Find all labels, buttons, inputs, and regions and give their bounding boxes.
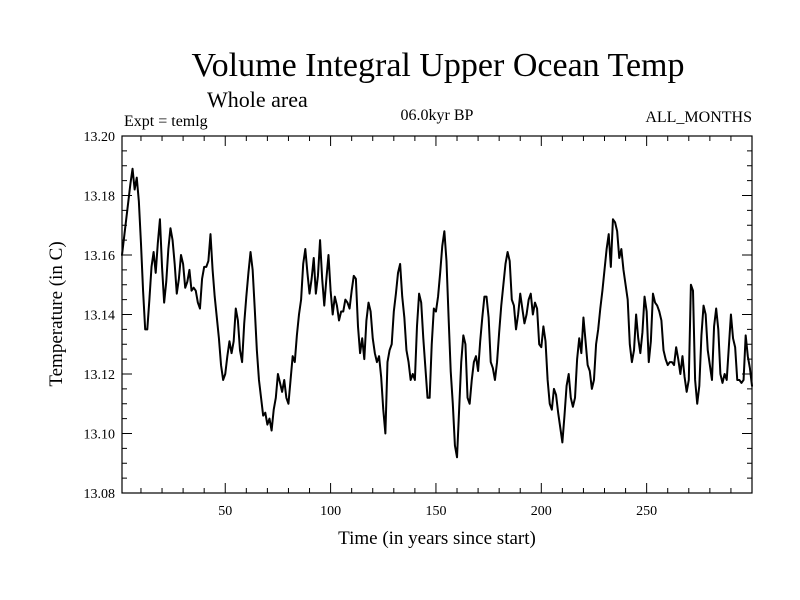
x-axis-label: Time (in years since start) xyxy=(338,528,536,549)
y-tick-label-1: 13.10 xyxy=(84,428,116,443)
y-tick-label-4: 13.16 xyxy=(84,249,116,264)
chart-title: Volume Integral Upper Ocean Temp xyxy=(192,47,685,84)
x-tick-label-1: 100 xyxy=(320,504,341,519)
x-tick-label-2: 150 xyxy=(425,504,446,519)
experiment-label: Expt = temlg xyxy=(124,113,208,130)
temperature-series-line xyxy=(121,167,753,459)
y-tick-label-5: 13.18 xyxy=(84,190,116,205)
chart-subtitle: Whole area xyxy=(207,87,308,112)
y-tick-label-6: 13.20 xyxy=(84,130,116,145)
x-tick-label-0: 50 xyxy=(218,504,232,519)
y-axis-label: Temperature (in C) xyxy=(46,241,67,386)
period-label: 06.0kyr BP xyxy=(401,107,474,124)
months-label: ALL_MONTHS xyxy=(645,109,752,126)
y-tick-label-2: 13.12 xyxy=(84,368,116,383)
y-tick-label-3: 13.14 xyxy=(84,309,116,324)
x-tick-label-4: 250 xyxy=(636,504,657,519)
y-tick-label-0: 13.08 xyxy=(84,487,116,502)
y-axis: 13.08 13.10 13.12 13.14 13.16 13.18 13.20 xyxy=(84,130,752,502)
x-axis: 50 100 150 200 250 xyxy=(140,136,732,519)
x-tick-label-3: 200 xyxy=(531,504,552,519)
